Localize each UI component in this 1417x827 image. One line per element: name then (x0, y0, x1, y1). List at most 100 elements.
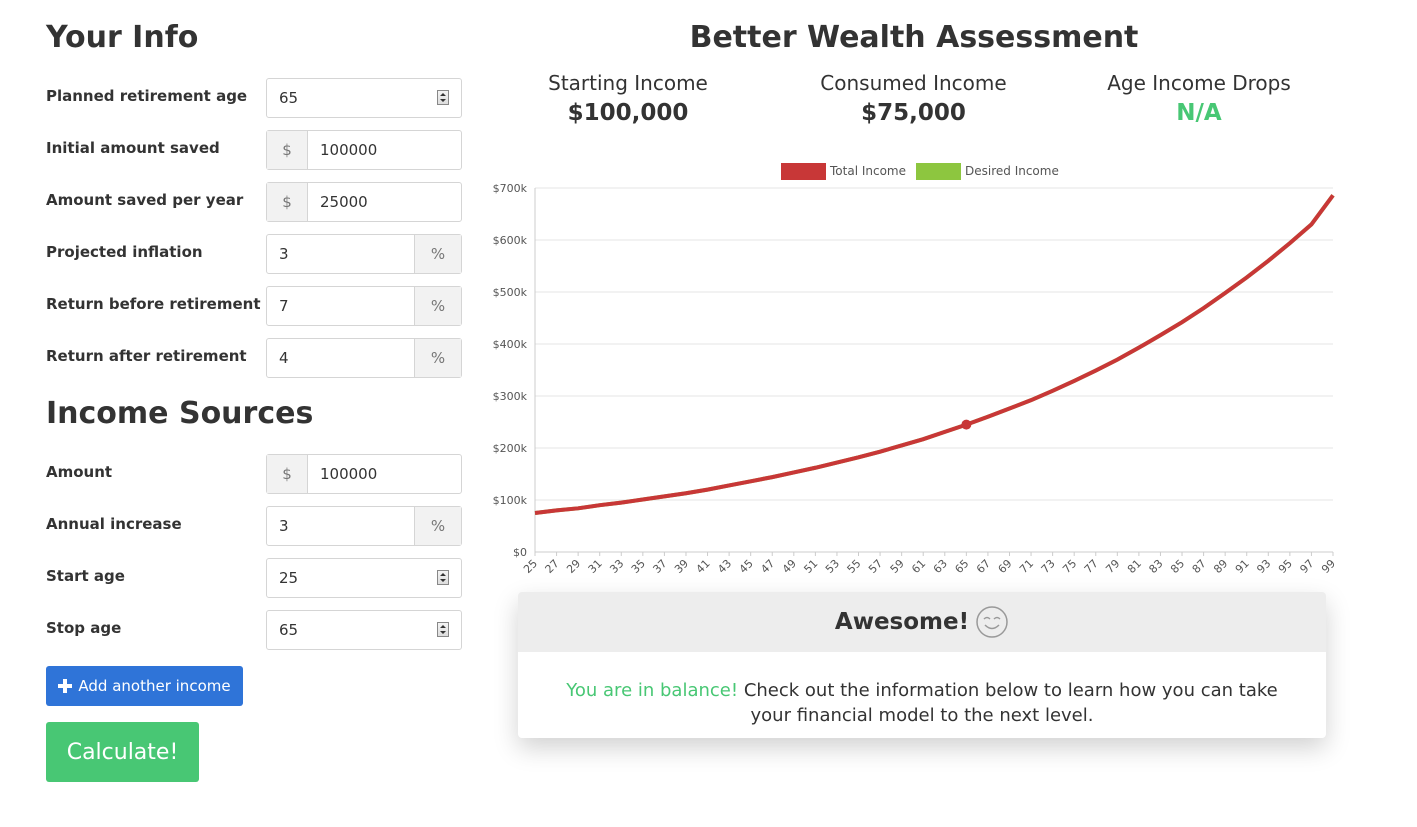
input-field[interactable]: $100000 (266, 130, 462, 170)
button-label: Add another income (78, 677, 231, 695)
input-value: 25000 (320, 193, 368, 211)
result-card: Awesome! You are in balance! Check out t… (518, 592, 1326, 738)
input-prefix: $ (267, 131, 308, 169)
stat-label: Starting Income (548, 71, 708, 95)
input-suffix: % (414, 339, 461, 377)
field-label: Stop age (46, 619, 122, 637)
x-tick-label: 55 (845, 557, 864, 576)
x-tick-label: 25 (521, 557, 540, 576)
x-tick-label: 27 (543, 557, 562, 576)
x-tick-label: 99 (1319, 557, 1338, 576)
line-series (534, 194, 1335, 515)
stat-value: $75,000 (861, 100, 966, 126)
input-value: 65 (279, 89, 299, 107)
input-value: 65 (279, 621, 299, 639)
field-label: Initial amount saved (46, 139, 220, 157)
input-value: 4 (279, 349, 289, 367)
input-field[interactable]: % 7 (266, 286, 462, 326)
spinner[interactable] (437, 90, 449, 105)
input-field[interactable]: 65 (266, 610, 462, 650)
x-tick-label: 31 (586, 557, 605, 576)
x-tick-label: 37 (650, 557, 669, 576)
y-tick-label: $500k (493, 286, 528, 299)
x-tick-label: 69 (996, 557, 1015, 576)
y-tick-label: $100k (493, 494, 528, 507)
y-tick-label: $300k (493, 390, 528, 403)
x-tick-label: 93 (1254, 557, 1273, 576)
x-tick-label: 57 (866, 557, 885, 576)
x-tick-label: 35 (629, 557, 648, 576)
x-tick-label: 71 (1017, 557, 1036, 576)
input-value: 3 (279, 517, 289, 535)
x-tick-label: 95 (1276, 557, 1295, 576)
field-label: Start age (46, 567, 125, 585)
y-tick-label: $200k (493, 442, 528, 455)
input-value: 3 (279, 245, 289, 263)
field-label: Projected inflation (46, 243, 203, 261)
input-field[interactable]: 65 (266, 78, 462, 118)
input-field[interactable]: $25000 (266, 182, 462, 222)
x-tick-label: 85 (1168, 557, 1187, 576)
calculate-button[interactable]: Calculate! (46, 722, 199, 782)
stat-value: $100,000 (567, 100, 689, 126)
legend-label: Desired Income (965, 164, 1059, 178)
x-tick-label: 51 (801, 557, 820, 576)
spinner[interactable] (437, 570, 449, 585)
x-tick-label: 33 (607, 557, 626, 576)
section-title: Income Sources (46, 396, 314, 431)
field-label: Amount saved per year (46, 191, 244, 209)
add-income-button[interactable]: Add another income (46, 666, 243, 706)
input-value: 7 (279, 297, 289, 315)
input-suffix: % (414, 507, 461, 545)
x-tick-label: 53 (823, 557, 842, 576)
stat-label: Age Income Drops (1107, 71, 1291, 95)
input-value: 25 (279, 569, 299, 587)
x-tick-label: 87 (1190, 557, 1209, 576)
legend-swatch (916, 163, 961, 180)
field-label: Planned retirement age (46, 87, 248, 105)
stat-value: N/A (1176, 100, 1222, 126)
form-column: Your Info Income Sources Add another inc… (0, 0, 480, 827)
x-tick-label: 65 (952, 557, 971, 576)
x-tick-label: 97 (1297, 557, 1316, 576)
x-tick-label: 83 (1146, 557, 1165, 576)
x-tick-label: 61 (909, 557, 928, 576)
smile-icon (976, 606, 1008, 638)
field-label: Annual increase (46, 515, 182, 533)
x-tick-label: 79 (1103, 557, 1122, 576)
stat-label: Consumed Income (820, 71, 1007, 95)
input-field[interactable]: 25 (266, 558, 462, 598)
input-field[interactable]: $100000 (266, 454, 462, 494)
x-tick-label: 59 (888, 557, 907, 576)
card-body: You are in balance! Check out the inform… (518, 652, 1326, 728)
x-tick-label: 73 (1039, 557, 1058, 576)
x-tick-label: 41 (694, 557, 713, 576)
input-suffix: % (414, 235, 461, 273)
input-field[interactable]: % 4 (266, 338, 462, 378)
x-tick-label: 75 (1060, 557, 1079, 576)
field-label: Return after retirement (46, 347, 247, 365)
x-tick-label: 43 (715, 557, 734, 576)
field-label: Amount (46, 463, 113, 481)
input-suffix: % (414, 287, 461, 325)
x-tick-label: 77 (1082, 557, 1101, 576)
input-field[interactable]: % 3 (266, 506, 462, 546)
input-field[interactable]: % 3 (266, 234, 462, 274)
x-tick-label: 89 (1211, 557, 1230, 576)
y-tick-label: $600k (493, 234, 528, 247)
x-tick-label: 45 (737, 557, 756, 576)
card-highlight: You are in balance! (566, 680, 739, 701)
x-tick-label: 29 (564, 557, 583, 576)
y-tick-label: $700k (493, 182, 528, 195)
spinner[interactable] (437, 622, 449, 637)
card-heading: Awesome! (834, 609, 970, 635)
line-series (534, 194, 1335, 515)
x-tick-label: 67 (974, 557, 993, 576)
highlight-point (961, 419, 972, 430)
x-tick-label: 49 (780, 557, 799, 576)
card-header: Awesome! (518, 592, 1326, 652)
legend-swatch (781, 163, 826, 180)
input-value: 100000 (320, 141, 378, 159)
